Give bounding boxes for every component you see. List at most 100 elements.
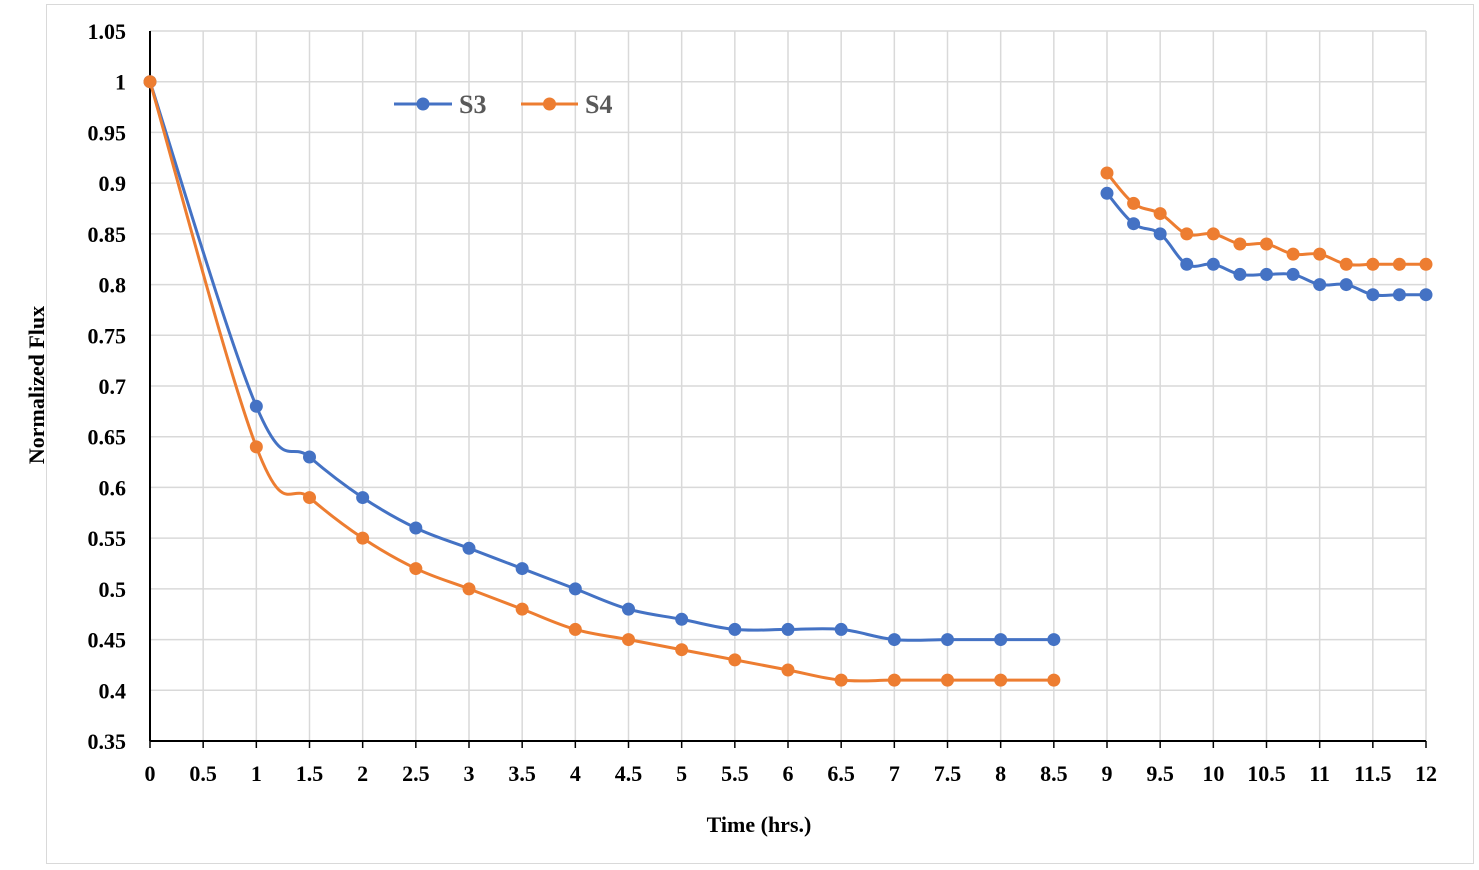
y-tick-label: 0.65 (88, 425, 127, 450)
legend-label: S3 (459, 90, 486, 119)
series-line-s4 (148, 81, 1054, 683)
x-tick-label: 5 (676, 761, 687, 786)
gridlines (150, 30, 1427, 741)
x-tick-label: 2.5 (402, 761, 430, 786)
data-point-s4 (1100, 166, 1114, 180)
data-point-s3 (1260, 267, 1273, 281)
data-point-s4 (1206, 227, 1220, 241)
data-point-s3 (1339, 278, 1353, 292)
y-tick-label: 0.35 (88, 729, 127, 754)
data-point-s4 (568, 622, 582, 636)
x-tick-label: 10.5 (1247, 761, 1286, 786)
data-point-s3 (781, 622, 795, 636)
data-point-s4 (1047, 673, 1061, 687)
x-tick-label: 8.5 (1040, 761, 1068, 786)
data-point-s4 (622, 633, 635, 647)
x-tick-label: 7.5 (934, 761, 962, 786)
data-point-s3 (728, 622, 742, 636)
legend-item-s3: S3 (394, 90, 486, 119)
series-s4 (143, 75, 1433, 687)
y-tick-label: 1 (115, 70, 126, 95)
y-tick-label: 1.05 (88, 19, 127, 44)
data-point-s3 (1047, 633, 1061, 647)
data-point-s3 (462, 541, 476, 555)
data-point-s3 (1366, 288, 1380, 302)
data-point-s4 (1419, 257, 1433, 271)
x-tick-label: 12 (1415, 761, 1437, 786)
x-tick-label: 6.5 (827, 761, 855, 786)
data-point-s3 (356, 491, 370, 505)
data-point-s3 (1392, 288, 1406, 302)
legend-item-s4: S4 (521, 90, 612, 119)
data-point-s3 (409, 521, 423, 535)
data-point-s3 (1153, 227, 1167, 241)
y-tick-label: 0.95 (88, 120, 127, 145)
y-tick-label: 0.8 (99, 273, 127, 298)
data-point-s3 (1419, 288, 1433, 302)
x-tick-label: 0 (145, 761, 156, 786)
data-point-s3 (887, 633, 901, 647)
data-point-s4 (1153, 207, 1167, 221)
x-tick-label: 1 (251, 761, 262, 786)
x-tick-label: 9 (1102, 761, 1113, 786)
y-tick-label: 0.5 (99, 577, 127, 602)
data-point-s4 (834, 673, 848, 687)
x-tick-label: 0.5 (189, 761, 217, 786)
y-tick-label: 0.55 (88, 526, 127, 551)
x-tick-label: 6 (783, 761, 794, 786)
x-tick-label: 5.5 (721, 761, 749, 786)
y-tick-label: 0.9 (99, 171, 127, 196)
data-point-s4 (249, 440, 263, 454)
y-tick-labels: 0.35 0.4 0.45 0.5 0.55 0.6 0.65 0.7 0.75 0.8 0.85 0… (88, 19, 127, 754)
data-point-s3 (1313, 278, 1327, 292)
series-line-s3 (148, 81, 1054, 642)
x-tick-label: 4.5 (615, 761, 643, 786)
x-tick-label: 11 (1309, 761, 1330, 786)
x-tick-label: 3 (464, 761, 475, 786)
y-tick-label: 0.45 (88, 628, 127, 653)
legend-marker (416, 97, 430, 111)
legend-label: S4 (585, 90, 612, 119)
data-point-s3 (1180, 257, 1194, 271)
data-point-s4 (1180, 227, 1194, 241)
data-point-s3 (1100, 186, 1114, 200)
legend: S3 S4 (394, 90, 612, 119)
axes (149, 31, 1427, 748)
data-point-s3 (568, 582, 582, 596)
data-point-s4 (462, 582, 476, 596)
data-point-s4 (941, 673, 954, 687)
x-tick-label: 11.5 (1354, 761, 1391, 786)
data-point-s4 (675, 643, 689, 657)
y-tick-label: 0.6 (99, 475, 127, 500)
data-point-s4 (356, 531, 370, 545)
data-point-s3 (1127, 217, 1141, 231)
x-tick-labels: 0 0.5 1 1.5 2 2.5 3 3.5 4 4.5 5 5.5 6 6.5 7 7.5 8 8.5 9 9.5… (145, 761, 1438, 786)
data-point-s4 (1366, 257, 1380, 271)
x-axis-title: Time (hrs.) (707, 812, 812, 837)
data-point-s4 (1286, 247, 1300, 261)
x-tick-label: 4 (570, 761, 581, 786)
data-point-s4 (781, 663, 795, 677)
x-tick-label: 7 (889, 761, 900, 786)
data-point-s4 (1339, 257, 1353, 271)
data-point-s4 (728, 653, 742, 667)
y-tick-label: 0.85 (88, 222, 127, 247)
data-point-s4 (1233, 237, 1247, 251)
legend-marker (543, 97, 556, 111)
series-s3 (143, 75, 1433, 647)
data-point-s3 (1233, 267, 1247, 281)
x-tick-label: 10 (1202, 761, 1224, 786)
data-point-s3 (249, 399, 263, 413)
data-point-s4 (1313, 247, 1327, 261)
x-tick-label: 3.5 (508, 761, 536, 786)
x-tick-label: 8 (995, 761, 1006, 786)
x-tick-label: 2 (357, 761, 368, 786)
y-tick-label: 0.75 (88, 323, 127, 348)
data-point-s3 (303, 450, 316, 464)
data-point-s3 (675, 612, 689, 626)
series-group (143, 75, 1433, 687)
data-point-s3 (622, 602, 635, 616)
data-point-s3 (834, 622, 848, 636)
data-point-s4 (994, 673, 1008, 687)
